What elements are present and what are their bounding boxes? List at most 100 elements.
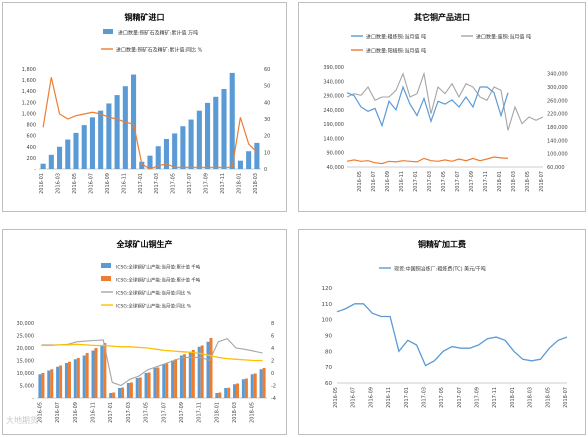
x-tick-label: 2016-09 bbox=[73, 402, 79, 423]
y-right-tick-label: 300,000 bbox=[547, 85, 568, 91]
chart-panel-other-copper-imports: 其它铜产品进口 进口数量:粗炼铜:当月值 吨 进口数量:废铜:当月值 吨进口数量:… bbox=[298, 2, 586, 212]
x-tick-label: 2016-09 bbox=[105, 173, 111, 194]
x-tick-label: 2016-11 bbox=[91, 402, 97, 423]
x-tick-label: 2016-07 bbox=[371, 171, 377, 192]
chart-panel-copper-concentrate-tc: 铜精矿加工费 现货:中国铜冶炼厂:粗炼费(TC) 美元/千吨 60 70 80 90 10… bbox=[298, 229, 586, 435]
y-right-tick-label: 8 bbox=[271, 321, 274, 327]
bar bbox=[103, 343, 107, 398]
y-left-tick-label: 1,200 bbox=[22, 100, 36, 106]
chart-panel-global-mine-production: 全球矿山铜生产 ICSG:全球铜矿山产能:当月值:累计值 千吨 ICSG:全球铜矿… bbox=[2, 229, 287, 435]
x-tick-label: 2017-11 bbox=[197, 402, 203, 423]
bar bbox=[254, 142, 260, 169]
y-left-tick-label: 40,000 bbox=[327, 165, 345, 171]
legend-label: ICSG:全球铜矿山产能:当月值:同比 % bbox=[116, 303, 192, 310]
bar bbox=[153, 368, 157, 398]
bar bbox=[206, 341, 210, 398]
legend-swatch bbox=[101, 263, 111, 268]
y-left-tick-label: 390,000 bbox=[323, 65, 344, 71]
chart-svg: 进口数量:粗炼铜:当月值 吨 进口数量:废铜:当月值 吨进口数量:阳极铜:当月值 … bbox=[323, 34, 568, 192]
x-tick-label: 2017-01 bbox=[138, 173, 144, 194]
y-left-tick-label: 90,000 bbox=[327, 151, 345, 157]
x-tick-label: 2017-05 bbox=[171, 173, 177, 194]
x-tick-label: 2018-03 bbox=[528, 387, 534, 408]
y-left-tick-label: 10,000 bbox=[17, 371, 35, 377]
bar bbox=[188, 119, 194, 169]
bar bbox=[233, 384, 237, 398]
bar bbox=[162, 364, 166, 398]
y-right-tick-label: 2 bbox=[271, 359, 274, 365]
y-right-tick-label: 30 bbox=[264, 117, 270, 123]
chart-svg: ICSG:全球铜矿山产能:当月值:累计值 千吨 ICSG:全球铜矿山产能:当月值:… bbox=[17, 263, 276, 423]
bar bbox=[179, 355, 183, 398]
y-right-tick-label: 10 bbox=[264, 150, 270, 156]
bar bbox=[91, 350, 95, 398]
x-tick-label: 2017-05 bbox=[441, 171, 447, 192]
x-tick-label: 2018-01 bbox=[236, 173, 242, 194]
bar bbox=[47, 370, 51, 398]
bar bbox=[147, 155, 153, 169]
bar bbox=[165, 363, 169, 398]
bar bbox=[156, 367, 160, 398]
bar bbox=[98, 110, 104, 169]
bar bbox=[259, 369, 263, 398]
x-tick-label: 2018-07 bbox=[563, 387, 569, 408]
x-tick-label: 2018-01 bbox=[510, 387, 516, 408]
chart-panel-copper-concentrate-imports: 铜精矿进口 进口数量:铜矿石及精矿:累计值 万吨 进口数量:铜矿石及精矿:累计值:… bbox=[2, 2, 287, 212]
bar bbox=[82, 355, 86, 398]
bar bbox=[213, 96, 219, 169]
y-left-tick-label: 25,000 bbox=[17, 334, 35, 340]
x-tick-label: 2017-09 bbox=[469, 171, 475, 192]
x-tick-label: 2017-09 bbox=[475, 387, 481, 408]
series-line bbox=[346, 156, 509, 165]
x-tick-label: 2017-01 bbox=[404, 387, 410, 408]
x-tick-label: 2017-07 bbox=[457, 387, 463, 408]
y-right-tick-label: 6 bbox=[271, 334, 274, 340]
bar bbox=[246, 151, 252, 169]
series-line bbox=[41, 343, 263, 362]
x-tick-label: 2017-03 bbox=[427, 171, 433, 192]
x-tick-label: 2016-03 bbox=[56, 173, 62, 194]
legend-label: ICSG:全球铜矿山产能:当月值:累计值 千吨 bbox=[116, 277, 201, 284]
legend-label: 现货:中国铜冶炼厂:粗炼费(TC) 美元/千吨 bbox=[394, 266, 486, 273]
bar bbox=[229, 72, 235, 169]
y-right-tick-label: 40 bbox=[264, 100, 270, 106]
bar bbox=[94, 348, 98, 398]
series-line bbox=[346, 85, 509, 128]
y-left-tick-label: 600 bbox=[26, 134, 36, 140]
x-tick-label: 2016-09 bbox=[368, 387, 374, 408]
x-tick-label: 2016-11 bbox=[386, 387, 392, 408]
bar bbox=[73, 359, 77, 398]
y-right-tick-label: 340,000 bbox=[547, 72, 568, 78]
y-right-tick-label: 0 bbox=[271, 371, 274, 377]
y-tick-label: 60 bbox=[325, 381, 332, 387]
y-tick-label: 110 bbox=[322, 302, 333, 308]
bar bbox=[126, 383, 130, 398]
y-left-tick-label: 200 bbox=[26, 156, 36, 162]
bar bbox=[221, 89, 227, 169]
legend-label: 进口数量:铜矿石及精矿:累计值 万吨 bbox=[118, 30, 198, 37]
y-right-tick-label: 0 bbox=[264, 167, 267, 173]
bar bbox=[241, 379, 245, 398]
bar bbox=[196, 110, 202, 169]
series-line bbox=[41, 337, 263, 387]
y-left-tick-label: 240,000 bbox=[323, 108, 344, 114]
chart-svg: 现货:中国铜冶炼厂:粗炼费(TC) 美元/千吨 60 70 80 90 100 110 120… bbox=[322, 266, 570, 408]
bar bbox=[262, 368, 266, 398]
x-tick-label: 2018-07 bbox=[539, 171, 545, 192]
x-tick-label: 2017-03 bbox=[126, 402, 132, 423]
y-left-tick-label: 140,000 bbox=[323, 136, 344, 142]
x-tick-label: 2017-03 bbox=[154, 173, 160, 194]
bar bbox=[67, 361, 71, 398]
y-left-tick-label: 5,000 bbox=[20, 384, 34, 390]
bar bbox=[144, 373, 148, 398]
bar bbox=[138, 377, 142, 398]
y-left-tick-label: 400 bbox=[26, 145, 36, 151]
bar bbox=[112, 392, 116, 398]
y-right-tick-label: 100,000 bbox=[547, 152, 568, 158]
chart-title: 全球矿山铜生产 bbox=[116, 240, 173, 249]
y-left-tick-label: 1,400 bbox=[22, 89, 36, 95]
series-line bbox=[336, 303, 568, 367]
y-left-tick-label: - bbox=[34, 167, 36, 173]
legend-label: ICSG:全球铜矿山产能:当月值:同比 % bbox=[116, 290, 192, 297]
